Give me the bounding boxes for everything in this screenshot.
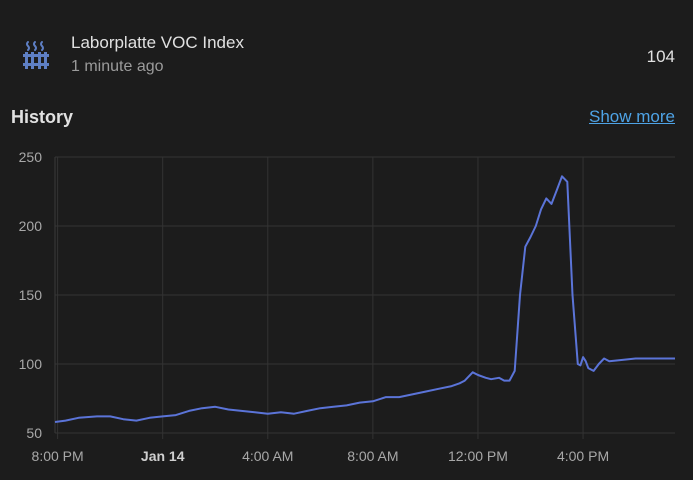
- last-changed: 1 minute ago: [71, 58, 164, 75]
- y-tick-label: 250: [19, 149, 43, 165]
- y-tick-label: 200: [19, 218, 43, 234]
- x-tick-label: 4:00 PM: [557, 448, 609, 464]
- x-axis-labels: 8:00 PM Jan 14 4:00 AM 8:00 AM 12:00 PM 4:00 …: [32, 448, 610, 464]
- entity-name[interactable]: Laborplatte VOC Index: [71, 33, 244, 52]
- x-tick-label: 8:00 AM: [347, 448, 398, 464]
- entity-state: 104: [646, 47, 675, 66]
- x-tick-label: 4:00 AM: [242, 448, 293, 464]
- y-tick-label: 50: [26, 425, 42, 441]
- entity-row[interactable]: Laborplatte VOC Index 1 minute ago 104: [0, 0, 693, 100]
- y-tick-label: 150: [19, 287, 43, 303]
- x-tick-label: 8:00 PM: [32, 448, 84, 464]
- chart-grid: [54, 156, 675, 439]
- x-tick-label: 12:00 PM: [448, 448, 508, 464]
- series-line: [54, 175, 675, 423]
- y-axis-labels: 50 100 150 200 250: [19, 149, 43, 441]
- x-tick-label: Jan 14: [141, 448, 185, 464]
- chart-series: [54, 175, 675, 423]
- radiator-icon: [23, 41, 49, 69]
- history-title: History: [11, 107, 74, 127]
- y-tick-label: 100: [19, 356, 43, 372]
- show-more-link[interactable]: Show more: [589, 107, 675, 126]
